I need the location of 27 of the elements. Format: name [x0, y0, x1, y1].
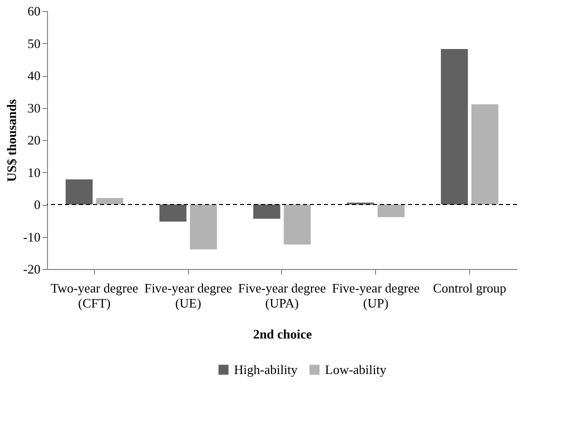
x-tick-label: Two-year degree (CFT): [50, 280, 138, 310]
bar: [253, 204, 280, 219]
y-tick-label: 40: [28, 68, 40, 83]
x-tick-label: Five-year degree (UE): [144, 280, 232, 310]
y-tick-label: 20: [28, 132, 40, 148]
legend-label: High-ability: [234, 362, 298, 377]
bar: [66, 179, 93, 204]
y-tick-label: 10: [28, 164, 40, 180]
x-tick-label: Five-year degree (UP): [332, 280, 420, 310]
bar: [96, 198, 124, 204]
legend-label: Low-ability: [325, 362, 387, 377]
bar: [440, 49, 468, 204]
bar: [471, 104, 498, 204]
x-tick-label: Control group: [432, 280, 506, 296]
bar: [284, 204, 311, 244]
y-tick-label: 30: [28, 100, 40, 116]
y-tick-label: -10: [23, 229, 40, 244]
y-axis-title: US$ thousands: [4, 99, 20, 182]
x-tick-label: Five-year degree (UPA): [238, 280, 326, 310]
bar: [378, 204, 405, 218]
x-axis-title: 2nd choice: [253, 326, 312, 342]
bar: [190, 204, 217, 250]
y-tick-label: 50: [28, 36, 40, 51]
y-tick-label: 0: [34, 197, 40, 212]
y-tick-label: 60: [28, 4, 40, 18]
bar: [159, 204, 186, 222]
y-tick-label: -20: [23, 262, 40, 276]
